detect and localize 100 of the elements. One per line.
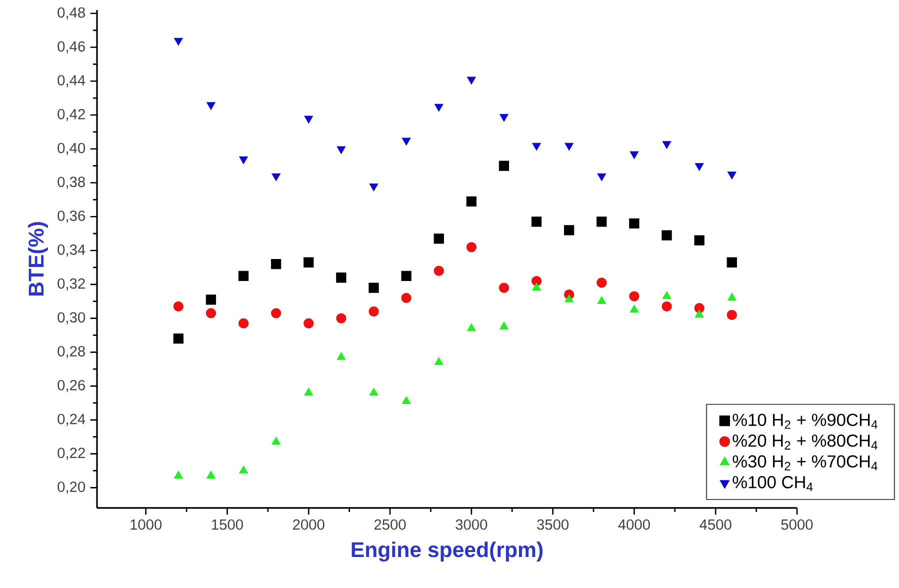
- point: [239, 156, 248, 164]
- y-tick-label: 0,48: [58, 7, 85, 20]
- point: [498, 160, 510, 171]
- point: [662, 141, 672, 149]
- point: [629, 291, 640, 302]
- point: [531, 216, 542, 227]
- x-tick-label: 2500: [374, 519, 406, 530]
- point: [336, 352, 346, 360]
- point: [368, 306, 379, 317]
- point: [369, 183, 378, 192]
- x-axis-title: Engine speed(rpm): [352, 542, 543, 562]
- point: [206, 470, 216, 478]
- point: [694, 235, 704, 246]
- point: [434, 104, 444, 112]
- point: [596, 216, 607, 227]
- point: [173, 301, 184, 312]
- legend-label: %30 H$_{2}$ + %70CH$_{4}$: [732, 455, 878, 470]
- y-tick-label: 0,30: [58, 312, 86, 324]
- point: [500, 114, 508, 122]
- point: [662, 230, 672, 240]
- point: [401, 292, 412, 304]
- point: [532, 142, 541, 151]
- point: [466, 242, 476, 252]
- point: [597, 296, 606, 304]
- point: [630, 304, 639, 312]
- point: [173, 334, 184, 344]
- y-tick-label: 0,36: [58, 210, 85, 223]
- point: [304, 318, 314, 328]
- point: [304, 116, 314, 124]
- point: [694, 310, 704, 318]
- y-tick-label: 0,28: [58, 346, 85, 358]
- point: [531, 276, 542, 286]
- point: [629, 218, 640, 228]
- legend-label: %10 H$_{2}$ + %90CH$_{4}$: [732, 414, 878, 429]
- point: [662, 291, 672, 299]
- point: [272, 436, 281, 445]
- y-tick-label: 0,32: [58, 278, 85, 290]
- point: [466, 196, 476, 206]
- point: [596, 278, 607, 288]
- point: [498, 282, 510, 293]
- point: [466, 76, 476, 85]
- point: [466, 323, 476, 332]
- point: [336, 313, 346, 324]
- point: [630, 151, 639, 160]
- point: [694, 163, 704, 171]
- y-tick-label: 0,26: [58, 380, 85, 392]
- point: [206, 102, 216, 110]
- point: [336, 272, 346, 283]
- point: [726, 257, 737, 268]
- point: [564, 142, 574, 151]
- x-tick-label: 5000: [781, 519, 813, 530]
- y-tick-label: 0,22: [58, 448, 85, 460]
- point: [336, 146, 346, 154]
- point: [434, 357, 444, 365]
- point: [726, 310, 737, 320]
- point: [727, 292, 736, 301]
- y-tick-label: 0,20: [58, 482, 86, 494]
- point: [597, 173, 606, 182]
- point: [662, 301, 672, 312]
- point: [401, 270, 412, 281]
- x-tick-label: 1000: [130, 519, 162, 530]
- y-tick-label: 0,34: [58, 244, 86, 257]
- point: [206, 308, 216, 318]
- x-tick-label: 4000: [618, 519, 650, 530]
- point: [500, 322, 508, 330]
- point: [304, 257, 314, 268]
- point: [271, 308, 282, 318]
- x-tick-label: 2000: [293, 519, 324, 530]
- x-tick-label: 3500: [537, 519, 569, 530]
- point: [694, 303, 704, 314]
- y-axis-title: BTE(%): [28, 222, 48, 296]
- point: [434, 234, 444, 244]
- point: [238, 270, 249, 281]
- point: [434, 266, 444, 276]
- point: [402, 138, 411, 146]
- point: [564, 225, 574, 236]
- point: [174, 38, 183, 46]
- y-tick-label: 0,24: [58, 414, 86, 426]
- x-tick-label: 1500: [212, 519, 243, 530]
- point: [304, 388, 314, 396]
- point: [271, 259, 282, 270]
- y-tick-label: 0,38: [58, 176, 85, 189]
- point: [368, 282, 379, 293]
- legend-label: %100 CH$_{4}$: [732, 476, 813, 491]
- y-tick-label: 0,42: [58, 108, 85, 122]
- point: [369, 388, 378, 396]
- point: [239, 466, 248, 474]
- x-tick-label: 3000: [456, 519, 488, 530]
- legend-label: %20 H$_{2}$ + %80CH$_{4}$: [732, 434, 878, 450]
- point: [402, 396, 411, 404]
- y-tick-label: 0,44: [58, 75, 86, 88]
- point: [206, 294, 216, 305]
- point: [174, 470, 183, 478]
- point: [532, 282, 541, 290]
- point: [564, 294, 574, 302]
- point: [238, 318, 249, 328]
- point: [727, 172, 736, 180]
- x-tick-label: 4500: [700, 519, 732, 530]
- point: [272, 173, 281, 182]
- y-tick-label: 0,40: [58, 142, 86, 155]
